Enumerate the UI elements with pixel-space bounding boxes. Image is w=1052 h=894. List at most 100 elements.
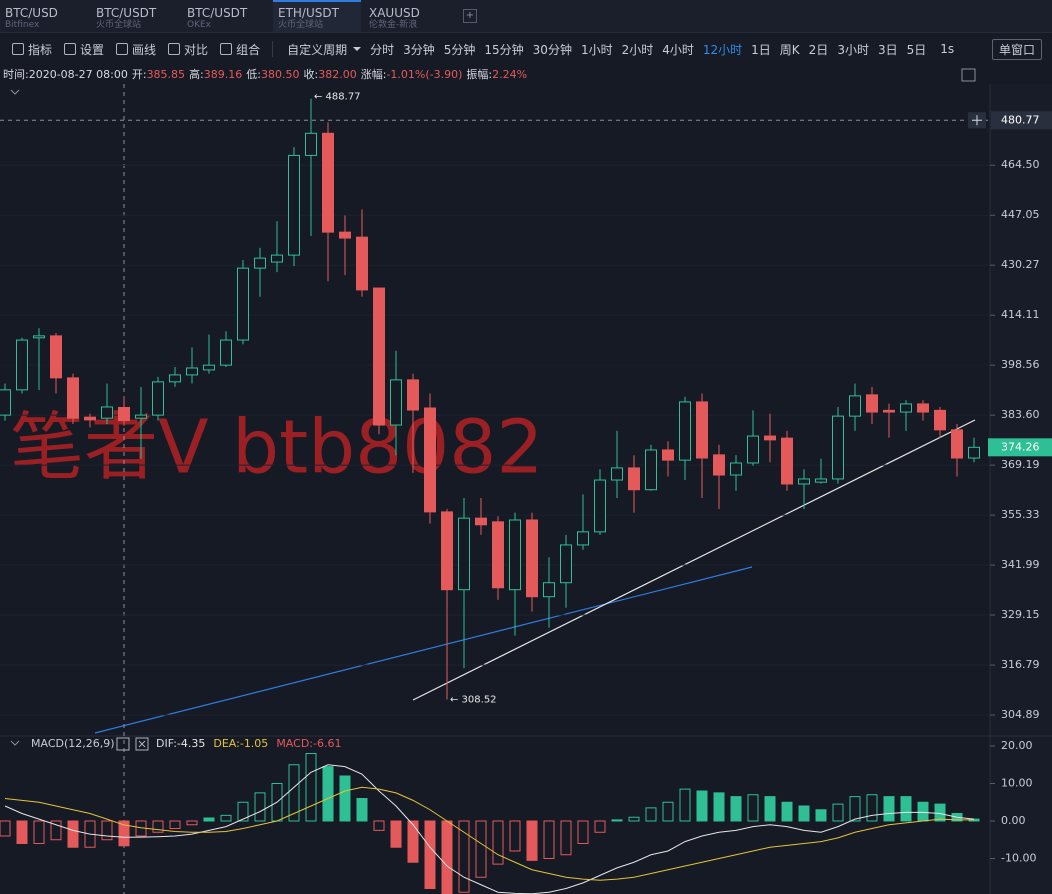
macd-bar bbox=[254, 792, 266, 822]
tool-button[interactable]: 组合 bbox=[220, 41, 260, 58]
candle-body bbox=[220, 339, 232, 366]
tab-title: XAUUSD bbox=[369, 6, 420, 20]
tab[interactable]: BTC/USDT 火币全球站 bbox=[91, 0, 179, 32]
tab[interactable]: XAUUSD 伦敦金-新浪 bbox=[364, 0, 452, 32]
macd-bar bbox=[594, 820, 606, 833]
macd-bar bbox=[67, 820, 79, 848]
info-label: 开: bbox=[131, 68, 147, 81]
macd-bar bbox=[696, 790, 708, 822]
info-bar: 时间: 2020-08-27 08:00 开: 385.85 高: 389.16 低: 380… bbox=[3, 66, 1052, 82]
period-button[interactable]: 5分钟 bbox=[443, 42, 476, 57]
tool-icon bbox=[116, 43, 129, 55]
macd-bar bbox=[934, 803, 946, 822]
candle-body bbox=[288, 154, 300, 256]
y-tick-label: 398.56 bbox=[1001, 358, 1040, 371]
macd-bar bbox=[764, 796, 776, 822]
period-button[interactable]: 周K bbox=[779, 42, 800, 57]
candle-body bbox=[662, 449, 674, 461]
period-button[interactable]: 15分钟 bbox=[484, 42, 524, 57]
macd-bar bbox=[0, 820, 11, 837]
tool-button[interactable]: 设置 bbox=[64, 41, 104, 58]
candle-body bbox=[509, 519, 521, 591]
macd-bar bbox=[16, 820, 28, 844]
tab-subtitle: 伦敦金-新浪 bbox=[369, 20, 418, 30]
candle-body bbox=[696, 401, 708, 459]
add-tab-button[interactable]: + bbox=[463, 9, 477, 23]
candle-body bbox=[951, 429, 963, 459]
macd-bar bbox=[169, 820, 181, 829]
tab-title: BTC/USDT bbox=[187, 6, 248, 20]
candle-body bbox=[424, 407, 436, 513]
tool-button[interactable]: 指标 bbox=[12, 41, 52, 58]
period-button[interactable]: 1小时 bbox=[580, 42, 613, 57]
info-value: 385.85 bbox=[146, 67, 186, 81]
period-menu[interactable]: 自定义周期 bbox=[287, 41, 361, 58]
candle-body bbox=[594, 479, 606, 533]
macd-close-cross bbox=[138, 740, 146, 748]
macd-bar bbox=[917, 801, 929, 822]
tab[interactable]: BTC/USDT OKEx bbox=[182, 0, 270, 32]
info-label: 振幅: bbox=[466, 68, 493, 81]
candle-body bbox=[798, 478, 810, 485]
tab[interactable]: ETH/USDT 火币全球站 bbox=[273, 0, 361, 32]
period-button[interactable]: 2日 bbox=[808, 42, 829, 57]
period-button[interactable]: 4小时 bbox=[662, 42, 694, 57]
window-mode-button[interactable]: 单窗口 bbox=[991, 38, 1042, 60]
legend-name: DIF: bbox=[156, 737, 177, 750]
macd-bar bbox=[101, 820, 113, 841]
macd-bar bbox=[815, 809, 827, 822]
candle-body bbox=[271, 254, 283, 263]
legend-name: MACD: bbox=[276, 737, 313, 750]
y-tick-label: 430.27 bbox=[1001, 258, 1040, 271]
macd-bar bbox=[781, 801, 793, 822]
tab[interactable]: BTC/USD Bitfinex bbox=[0, 0, 88, 32]
period-button[interactable]: 12小时 bbox=[702, 42, 743, 57]
period-button[interactable]: 2小时 bbox=[621, 42, 654, 57]
period-button[interactable]: 3分钟 bbox=[403, 42, 435, 57]
candle-body bbox=[458, 517, 470, 591]
candle-body bbox=[203, 364, 215, 371]
y-tick-label: 329.15 bbox=[1001, 608, 1040, 621]
trend-line-blue bbox=[94, 566, 753, 734]
period-button[interactable]: 3小时 bbox=[837, 42, 869, 57]
period-button[interactable]: 1日 bbox=[751, 42, 771, 57]
macd-bar bbox=[152, 820, 164, 833]
candle-body bbox=[356, 236, 368, 291]
last-price-label: 374.26 bbox=[1001, 440, 1040, 453]
macd-bar bbox=[832, 803, 844, 822]
macd-bar bbox=[883, 796, 895, 822]
candle-body bbox=[526, 519, 538, 598]
macd-close-icon[interactable] bbox=[135, 737, 149, 751]
macd-bar bbox=[628, 816, 640, 822]
period-button[interactable]: 30分钟 bbox=[532, 42, 572, 57]
candles bbox=[0, 98, 990, 716]
period-button[interactable]: 5日 bbox=[906, 42, 927, 57]
macd-bar bbox=[900, 796, 912, 822]
macd-collapse-icon bbox=[10, 740, 20, 746]
candle-body bbox=[560, 544, 572, 584]
crosshair-plus bbox=[972, 115, 982, 126]
info-value: 2020-08-27 08:00 bbox=[28, 67, 128, 81]
tool-button[interactable]: 画线 bbox=[116, 41, 156, 58]
tool-icon bbox=[168, 43, 181, 55]
candle-body bbox=[390, 379, 402, 426]
candle-body bbox=[815, 478, 827, 483]
speed-button[interactable]: 1s bbox=[940, 42, 955, 56]
candle-body bbox=[237, 267, 249, 341]
candle-body bbox=[900, 403, 912, 413]
macd-bar bbox=[288, 764, 300, 822]
period-button[interactable]: 3日 bbox=[877, 42, 898, 57]
macd-bar bbox=[798, 805, 810, 822]
candle-body bbox=[441, 511, 453, 591]
period-button[interactable]: 分时 bbox=[370, 42, 395, 57]
candle-body bbox=[713, 454, 725, 476]
legend-value: -6.61 bbox=[313, 737, 341, 750]
tab-subtitle: 火币全球站 bbox=[96, 20, 142, 30]
crosshair-price: 480.77 bbox=[1001, 113, 1040, 126]
macd-settings-icon[interactable] bbox=[116, 737, 130, 751]
chart-background bbox=[0, 84, 1052, 894]
tool-button[interactable]: 对比 bbox=[168, 41, 208, 58]
macd-bar bbox=[866, 794, 878, 822]
macd-bar bbox=[560, 820, 572, 856]
